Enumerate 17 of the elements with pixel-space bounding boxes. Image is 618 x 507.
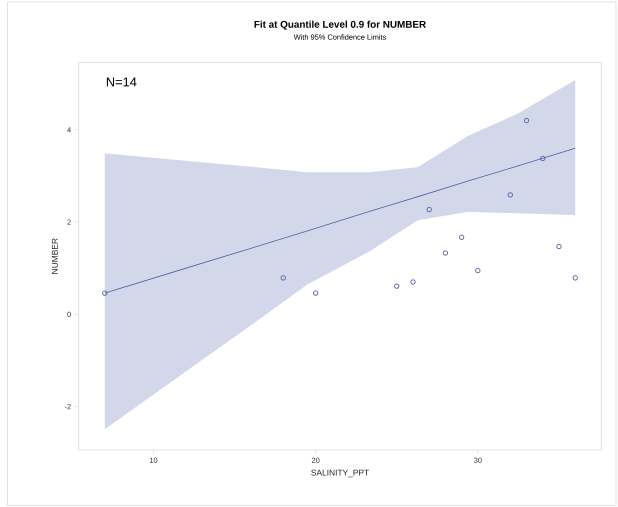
y-axis-title: NUMBER xyxy=(52,238,58,274)
annotation: N=14 xyxy=(106,77,136,86)
point xyxy=(313,290,318,296)
point xyxy=(280,275,286,280)
chart-title: Fit at Quantile Level 0.9 for NUMBER xyxy=(254,20,426,30)
point xyxy=(572,275,578,280)
x-axis-title: SALINITY_PPT xyxy=(311,469,369,477)
point xyxy=(475,268,480,273)
point xyxy=(540,156,546,161)
point xyxy=(410,279,416,284)
point xyxy=(459,234,464,240)
point xyxy=(556,244,562,249)
point xyxy=(508,192,513,198)
point xyxy=(442,250,448,256)
point xyxy=(394,283,400,289)
point xyxy=(426,206,432,212)
point xyxy=(524,118,530,123)
